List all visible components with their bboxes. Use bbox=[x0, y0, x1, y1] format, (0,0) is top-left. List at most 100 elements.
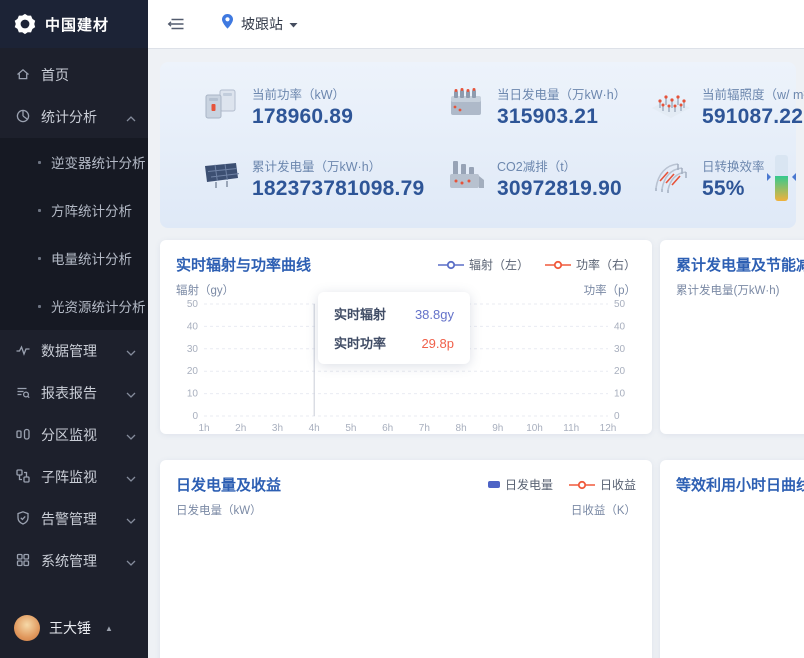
radiation-power-chart: 0 0 10 10 20 20 30 30 40 40 50 50 1h 2h 3h 4h 5h 6h 7h 8h 9h… bbox=[187, 299, 626, 434]
legend-power[interactable]: 功率（右） bbox=[544, 256, 636, 273]
submenu-item-label: 电量统计分析 bbox=[51, 252, 132, 267]
kpi-label: 日转换效率 bbox=[702, 159, 765, 174]
irradiance-icon bbox=[650, 84, 692, 129]
submenu-item-solar-resource-statistics[interactable]: 光资源统计分析 bbox=[0, 282, 148, 330]
caret-down-icon bbox=[289, 15, 298, 33]
kpi-value: 591087.22 bbox=[702, 105, 804, 128]
kpi-conversion-efficiency: 日转换效率 55% bbox=[650, 155, 804, 201]
kpi-panel: 当前功率（kW） 178960.89 当日发电量（万kW·h） 315903.2… bbox=[160, 62, 804, 228]
sidebar-item-system-management[interactable]: 系统管理 bbox=[0, 540, 148, 582]
kpi-total-generation: 累计发电量（万kW·h） 182373781098.79 bbox=[200, 155, 445, 201]
line-marker-icon bbox=[437, 260, 464, 269]
solar-panel-icon bbox=[200, 156, 242, 201]
station-selector[interactable]: 坡跟站 bbox=[220, 13, 298, 35]
kpi-grid: 当前功率（kW） 178960.89 当日发电量（万kW·h） 315903.2… bbox=[160, 62, 804, 201]
sidebar-collapse-button[interactable] bbox=[166, 15, 186, 33]
chart-legend: 辐射（左） 功率（右） bbox=[437, 256, 636, 273]
svg-text:10: 10 bbox=[187, 389, 199, 400]
avatar bbox=[14, 615, 40, 641]
kpi-current-power: 当前功率（kW） 178960.89 bbox=[200, 84, 445, 129]
sidebar-item-zone-monitoring[interactable]: 分区监视 bbox=[0, 414, 148, 456]
chart-tooltip: 实时辐射 38.8gy 实时功率 29.8p bbox=[318, 292, 470, 364]
chart-title: 实时辐射与功率曲线 bbox=[176, 257, 312, 274]
sidebar-item-statistics[interactable]: 统计分析 bbox=[0, 96, 148, 138]
sidebar-item-data-management[interactable]: 数据管理 bbox=[0, 330, 148, 372]
legend-daily-energy[interactable]: 日发电量 bbox=[487, 476, 553, 493]
svg-text:40: 40 bbox=[187, 321, 199, 332]
activity-icon bbox=[15, 342, 31, 361]
legend-daily-revenue[interactable]: 日收益 bbox=[568, 476, 636, 493]
sidebar-item-label: 报表报告 bbox=[41, 385, 97, 401]
kpi-label: 当日发电量（万kW·h） bbox=[497, 88, 627, 102]
svg-text:9h: 9h bbox=[492, 423, 503, 434]
sidebar-item-label: 分区监视 bbox=[41, 427, 97, 443]
right-axis-label: 功率（p） bbox=[583, 285, 636, 297]
line-marker-icon bbox=[544, 260, 571, 269]
bullet-icon bbox=[38, 304, 41, 308]
kpi-value: 30972819.90 bbox=[497, 176, 622, 200]
legend-radiation[interactable]: 辐射（左） bbox=[437, 256, 529, 273]
submenu-item-inverter-statistics[interactable]: 逆变器统计分析 bbox=[0, 138, 148, 186]
chevron-down-icon bbox=[126, 343, 136, 359]
submenu-item-label: 方阵统计分析 bbox=[51, 204, 132, 219]
sidebar-item-subarray-monitoring[interactable]: 子阵监视 bbox=[0, 456, 148, 498]
svg-text:20: 20 bbox=[614, 366, 626, 377]
greenhouse-icon bbox=[650, 156, 692, 201]
svg-text:20: 20 bbox=[187, 366, 199, 377]
svg-text:2h: 2h bbox=[235, 423, 246, 434]
radiation-power-card: 实时辐射与功率曲线 辐射（左） 功率（右） 辐射（gy） 功率（p） 0 0 10 1… bbox=[160, 240, 652, 434]
sidebar-nav: 首页 统计分析 逆变器统计分析 方阵统计分析 电量统计分析 bbox=[0, 48, 148, 582]
partition-icon bbox=[15, 426, 31, 445]
kpi-current-irradiance: 当前辐照度（w/ m²） 591087.22 bbox=[650, 84, 804, 129]
bullet-icon bbox=[38, 160, 41, 164]
grid-icon bbox=[15, 552, 31, 571]
submenu-item-label: 光资源统计分析 bbox=[51, 300, 146, 315]
daily-energy-revenue-card: 日发电量及收益 日发电量 日收益 日发电量（kW） 日收益（K） bbox=[160, 460, 652, 658]
submenu-item-label: 逆变器统计分析 bbox=[51, 156, 146, 171]
chevron-down-icon bbox=[126, 511, 136, 527]
kpi-value: 182373781098.79 bbox=[252, 176, 425, 200]
sidebar: 中国建材 首页 统计分析 逆变器统计分析 方阵统计分析 bbox=[0, 0, 148, 658]
subarray-icon bbox=[15, 468, 31, 487]
svg-text:0: 0 bbox=[614, 411, 620, 422]
sidebar-item-alarm-management[interactable]: 告警管理 bbox=[0, 498, 148, 540]
tooltip-label: 实时功率 bbox=[334, 336, 387, 351]
svg-text:50: 50 bbox=[614, 299, 626, 310]
submenu-item-energy-statistics[interactable]: 电量统计分析 bbox=[0, 234, 148, 282]
map-pin-icon bbox=[220, 13, 235, 35]
user-name: 王大锤 bbox=[49, 620, 91, 636]
svg-text:10h: 10h bbox=[526, 423, 543, 434]
brand-logo: 中国建材 bbox=[0, 0, 148, 48]
svg-text:30: 30 bbox=[187, 344, 199, 355]
main-content: 当前功率（kW） 178960.89 当日发电量（万kW·h） 315903.2… bbox=[148, 48, 804, 658]
bullet-icon bbox=[38, 208, 41, 212]
legend-label: 辐射（左） bbox=[468, 258, 529, 272]
sidebar-item-reports[interactable]: 报表报告 bbox=[0, 372, 148, 414]
svg-text:5h: 5h bbox=[345, 423, 356, 434]
sidebar-item-label: 首页 bbox=[41, 67, 69, 83]
pie-chart-icon bbox=[15, 108, 31, 127]
svg-text:12h: 12h bbox=[600, 423, 617, 434]
shield-check-icon bbox=[15, 510, 31, 529]
sidebar-item-home[interactable]: 首页 bbox=[0, 54, 148, 96]
gear-logo-icon bbox=[13, 12, 37, 36]
svg-text:40: 40 bbox=[614, 321, 626, 332]
svg-text:4h: 4h bbox=[309, 423, 320, 434]
kpi-label: 当前辐照度（w/ m²） bbox=[702, 88, 804, 102]
daily-energy-revenue-chart bbox=[176, 518, 636, 658]
kpi-label: 当前功率（kW） bbox=[252, 88, 346, 102]
user-menu[interactable]: 王大锤 ▲ bbox=[0, 606, 148, 650]
svg-text:11h: 11h bbox=[563, 423, 579, 434]
svg-text:3h: 3h bbox=[272, 423, 283, 434]
kpi-value: 55% bbox=[702, 176, 745, 200]
svg-text:8h: 8h bbox=[456, 423, 467, 434]
bar-marker-icon bbox=[487, 481, 500, 488]
generator-icon bbox=[445, 84, 487, 129]
right-axis-label: 日收益（K） bbox=[570, 505, 636, 517]
tooltip-label: 实时辐射 bbox=[334, 307, 387, 322]
svg-text:7h: 7h bbox=[419, 423, 430, 434]
submenu-item-array-statistics[interactable]: 方阵统计分析 bbox=[0, 186, 148, 234]
legend-label: 功率（右） bbox=[575, 258, 636, 272]
legend-label: 日收益 bbox=[599, 478, 636, 492]
